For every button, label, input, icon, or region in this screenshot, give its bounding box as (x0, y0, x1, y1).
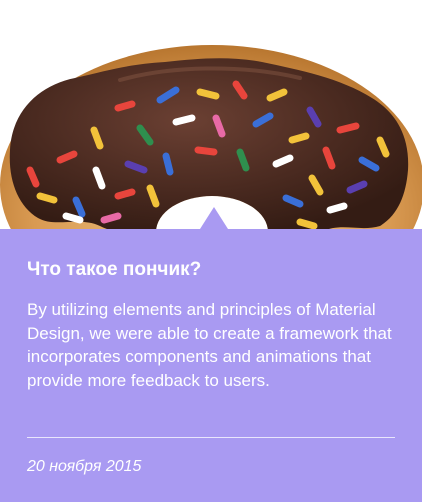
card-body-text: By utilizing elements and principles of … (27, 300, 392, 390)
card-content-panel (0, 229, 422, 502)
donut-image (0, 0, 422, 240)
card-date: 20 ноября 2015 (27, 458, 142, 475)
divider (27, 437, 395, 438)
card-title: Что такое пончик? (27, 259, 202, 280)
pointer-notch (200, 207, 228, 229)
